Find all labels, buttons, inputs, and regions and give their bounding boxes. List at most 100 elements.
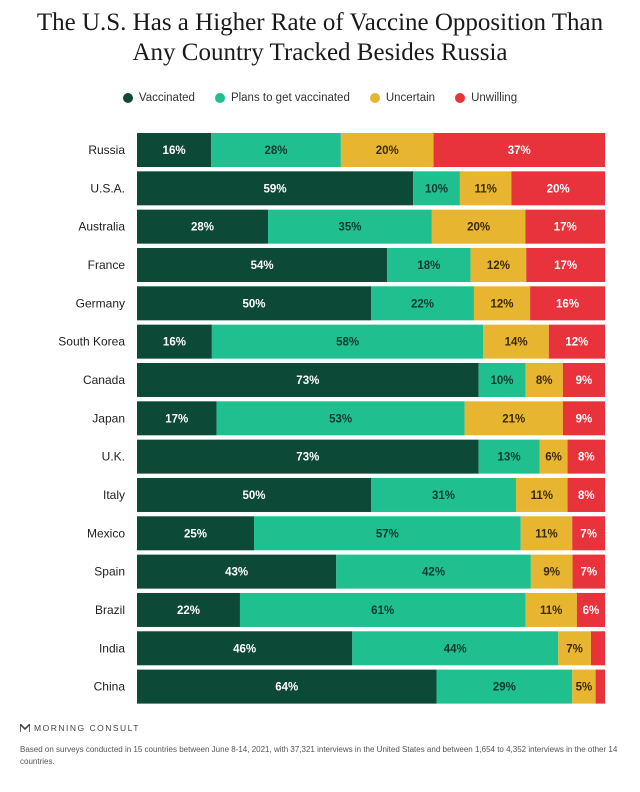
data-label-russia-uncertain: 20% <box>376 145 399 157</box>
category-label-japan: Japan <box>92 411 125 425</box>
bar-china-uncertain <box>572 669 596 704</box>
category-label-france: France <box>88 258 126 272</box>
data-label-germany-uncertain: 12% <box>491 298 514 310</box>
data-label-spain-unwilling: 7% <box>580 567 597 579</box>
data-label-usa-plans: 10% <box>425 183 448 195</box>
legend-item-plans: Plans to get vaccinated <box>214 92 350 104</box>
data-label-japan-uncertain: 21% <box>502 413 525 425</box>
legend-label-plans: Plans to get vaccinated <box>230 92 350 104</box>
bar-italy-unwilling <box>567 477 605 512</box>
brand-name: MORNING CONSULT <box>34 723 140 733</box>
bar-canada-unwilling <box>562 362 605 397</box>
bar-mexico-plans <box>254 516 521 551</box>
data-label-germany-plans: 22% <box>411 298 434 310</box>
data-label-india-vaccinated: 46% <box>233 643 256 655</box>
data-label-france-uncertain: 12% <box>487 260 510 272</box>
bar-south-korea-plans <box>211 324 484 359</box>
data-label-italy-uncertain: 11% <box>531 490 553 502</box>
data-label-usa-vaccinated: 59% <box>264 183 287 195</box>
bar-france-vaccinated <box>137 247 388 282</box>
bar-brazil-vaccinated <box>137 592 240 627</box>
bar-japan-plans <box>216 401 465 436</box>
legend: Vaccinated Plans to get vaccinated Uncer… <box>0 92 640 104</box>
legend-swatch-uncertain <box>369 93 380 103</box>
bar-brazil-plans <box>239 592 526 627</box>
bar-uk-unwilling <box>567 439 605 474</box>
bar-mexico-unwilling <box>572 516 605 551</box>
data-label-india-plans: 44% <box>444 643 467 655</box>
data-label-mexico-unwilling: 7% <box>580 528 597 540</box>
bar-uk-uncertain <box>539 439 568 474</box>
data-label-south-korea-unwilling: 12% <box>565 337 588 349</box>
data-label-uk-plans: 13% <box>498 452 521 464</box>
bar-australia-uncertain <box>431 209 526 244</box>
data-label-canada-uncertain: 8% <box>536 375 553 387</box>
category-label-spain: Spain <box>94 565 125 579</box>
legend-item-vaccinated: Vaccinated <box>122 92 195 104</box>
bar-india-uncertain <box>558 631 591 666</box>
chart-title-line-1: The U.S. Has a Higher Rate of Vaccine Op… <box>36 9 604 36</box>
legend-item-uncertain: Uncertain <box>369 92 436 104</box>
category-label-russia: Russia <box>88 143 125 157</box>
bar-australia-plans <box>268 209 432 244</box>
data-label-brazil-vaccinated: 22% <box>177 605 200 617</box>
legend-swatch-plans <box>214 93 225 103</box>
data-label-russia-unwilling: 37% <box>508 145 531 157</box>
bar-france-uncertain <box>470 247 527 282</box>
bar-canada-plans <box>478 362 526 397</box>
bar-germany-plans <box>371 286 474 321</box>
data-label-france-vaccinated: 54% <box>251 260 274 272</box>
data-label-japan-vaccinated: 17% <box>165 413 188 425</box>
bar-south-korea-unwilling <box>548 324 605 359</box>
data-label-uk-uncertain: 6% <box>545 452 562 464</box>
bar-usa-vaccinated <box>137 171 414 206</box>
bar-australia-unwilling <box>525 209 605 244</box>
data-label-russia-vaccinated: 16% <box>163 145 186 157</box>
bar-germany-uncertain <box>473 286 531 321</box>
data-label-usa-uncertain: 11% <box>474 183 496 195</box>
bar-australia-vaccinated <box>137 209 269 244</box>
data-label-brazil-unwilling: 6% <box>583 605 600 617</box>
legend-item-unwilling: Unwilling <box>455 92 517 104</box>
bar-mexico-uncertain <box>520 516 573 551</box>
bar-south-korea-vaccinated <box>137 324 212 359</box>
bar-uk-vaccinated <box>137 439 479 474</box>
data-label-japan-unwilling: 9% <box>576 413 593 425</box>
bar-india-unwilling <box>590 631 605 666</box>
legend-label-uncertain: Uncertain <box>385 92 436 104</box>
bar-russia-uncertain <box>340 133 434 167</box>
category-label-italy: Italy <box>103 488 125 502</box>
legend-label-vaccinated: Vaccinated <box>138 92 195 104</box>
bar-uk-plans <box>478 439 540 474</box>
data-label-australia-vaccinated: 28% <box>191 222 214 234</box>
data-label-canada-plans: 10% <box>491 375 514 387</box>
data-label-india-uncertain: 7% <box>566 643 583 655</box>
data-label-germany-vaccinated: 50% <box>242 298 265 310</box>
data-label-china-uncertain: 5% <box>576 682 593 694</box>
chart-title-line-2: Any Country Tracked Besides Russia <box>132 39 508 66</box>
data-label-south-korea-uncertain: 14% <box>505 337 528 349</box>
bar-spain-uncertain <box>530 554 573 589</box>
bar-china-vaccinated <box>137 669 437 704</box>
data-label-italy-vaccinated: 50% <box>242 490 265 502</box>
bar-japan-unwilling <box>562 401 605 436</box>
bar-mexico-vaccinated <box>137 516 254 551</box>
category-label-china: China <box>94 680 126 694</box>
chart-title: The U.S. Has a Higher Rate of Vaccine Op… <box>0 8 640 68</box>
bar-usa-uncertain <box>459 171 512 206</box>
bar-india-plans <box>352 631 559 666</box>
bar-brazil-unwilling <box>576 592 605 627</box>
data-label-south-korea-vaccinated: 16% <box>163 337 186 349</box>
bar-usa-unwilling <box>511 171 605 206</box>
bar-russia-plans <box>211 133 341 167</box>
category-label-usa: U.S.A. <box>90 181 125 195</box>
bar-japan-vaccinated <box>137 401 217 436</box>
legend-swatch-vaccinated <box>122 93 133 103</box>
category-label-south-korea: South Korea <box>58 335 125 349</box>
bar-germany-vaccinated <box>137 286 371 321</box>
data-label-spain-plans: 42% <box>422 567 445 579</box>
bar-china-plans <box>436 669 573 704</box>
data-label-mexico-plans: 57% <box>376 528 399 540</box>
data-label-australia-unwilling: 17% <box>554 222 577 234</box>
